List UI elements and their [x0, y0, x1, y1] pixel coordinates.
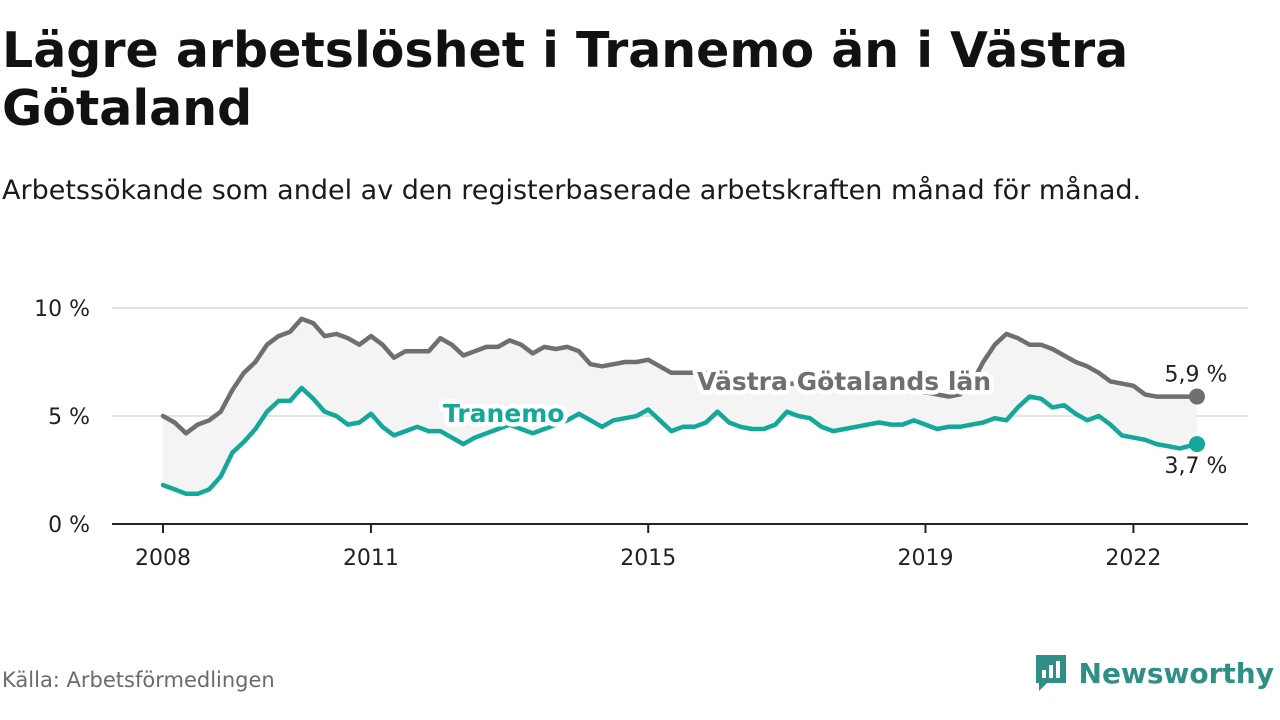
series-line-tranemo [160, 385, 1200, 497]
newsworthy-logo-icon [1035, 655, 1066, 691]
end-point-tranemo [1189, 436, 1205, 453]
x-tick-label: 2015 [620, 546, 676, 571]
y-tick-label: 0 % [48, 513, 90, 538]
series-line-vastra-gotaland [160, 316, 1200, 436]
end-label-tranemo: 3,7 % [1165, 454, 1228, 479]
range-band [163, 318, 1197, 494]
y-tick-label: 5 % [48, 405, 90, 430]
series-label-tranemo: Tranemo [443, 399, 564, 428]
x-tick-label: 2011 [343, 546, 399, 571]
x-tick-label: 2019 [897, 546, 953, 571]
brand-name: Newsworthy [1078, 656, 1274, 690]
end-label-vastra-gotaland: 5,9 % [1165, 363, 1228, 388]
chart-title: Lägre arbetslöshet i Tranemo än i Västra… [2, 22, 1129, 137]
brand[interactable]: Newsworthy [1033, 650, 1274, 696]
x-tick-label: 2022 [1105, 546, 1161, 571]
x-tick-label: 2008 [135, 546, 191, 571]
chart-subtitle: Arbetssökande som andel av den registerb… [2, 175, 1142, 206]
y-tick-label: 10 % [34, 297, 90, 322]
source-note: Källa: Arbetsförmedlingen [2, 668, 275, 692]
end-point-vastra-gotaland [1189, 388, 1205, 405]
series-label-vastra-gotaland: Västra Götalands län [697, 367, 991, 396]
